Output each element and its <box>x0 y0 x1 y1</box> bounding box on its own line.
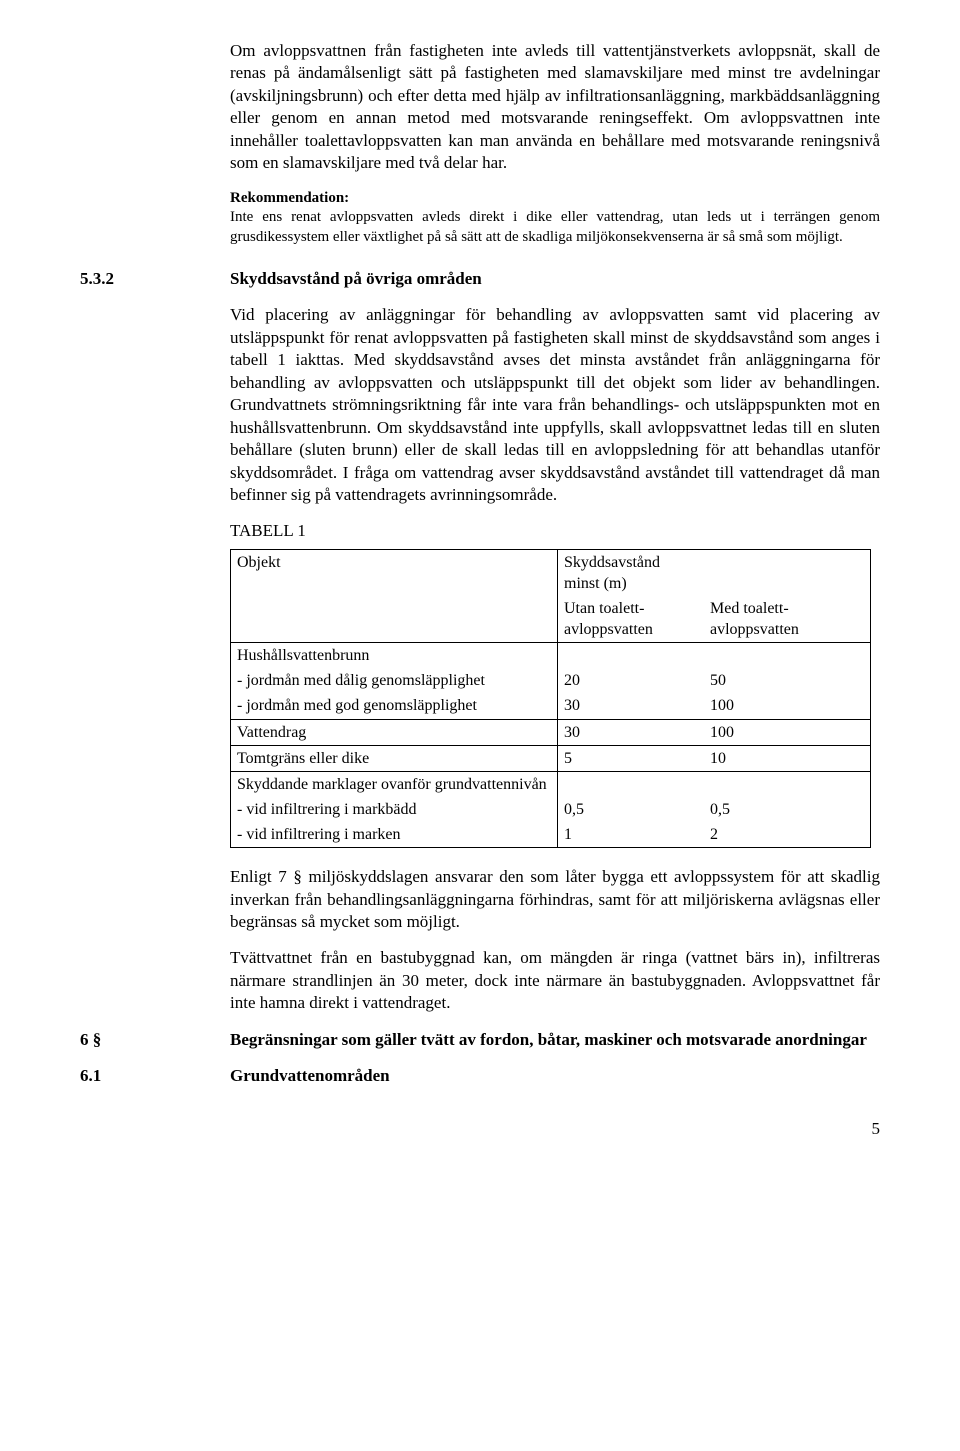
table-cell: 5 <box>558 745 705 771</box>
section-heading-row: 6.1 Grundvattenområden <box>80 1065 880 1087</box>
table-cell: 0,5 <box>558 797 705 822</box>
table-cell: - jordmån med dålig genomsläpplighet <box>231 668 558 693</box>
table-cell: Vattendrag <box>231 719 558 745</box>
recommendation-heading: Rekommendation: <box>230 189 880 209</box>
section-title: Grundvattenområden <box>230 1065 390 1087</box>
section-number: 5.3.2 <box>80 268 230 290</box>
text: Med toalett- <box>710 600 789 617</box>
table-subheader-cell: Utan toalett- avloppsvatten <box>558 596 705 643</box>
table-cell: 0,5 <box>704 797 871 822</box>
table-cell: 10 <box>704 745 871 771</box>
table-cell: 100 <box>704 693 871 719</box>
paragraph: Vid placering av anläggningar för behand… <box>230 304 880 506</box>
table-cell: 20 <box>558 668 705 693</box>
table-subheader-cell: Med toalett- avloppsvatten <box>704 596 871 643</box>
section-title: Begränsningar som gäller tvätt av fordon… <box>230 1029 867 1051</box>
paragraph: Om avloppsvattnen från fastigheten inte … <box>230 40 880 175</box>
text: Utan toalett- <box>564 600 644 617</box>
section-heading-row: 5.3.2 Skyddsavstånd på övriga områden <box>80 268 880 290</box>
table-cell: 30 <box>558 693 705 719</box>
table-cell: - vid infiltrering i marken <box>231 822 558 848</box>
page-number: 5 <box>80 1118 880 1140</box>
table-cell <box>558 771 705 797</box>
table-cell: 2 <box>704 822 871 848</box>
text: avloppsvatten <box>564 621 653 638</box>
table-cell: 50 <box>704 668 871 693</box>
paragraph: Enligt 7 § miljöskyddslagen ansvarar den… <box>230 866 880 933</box>
skyddsavstand-table: Objekt Skyddsavstånd minst (m) Utan toal… <box>230 549 871 848</box>
paragraph: Tvättvattnet från en bastubyggnad kan, o… <box>230 947 880 1014</box>
table-cell: - jordmån med god genomsläpplighet <box>231 693 558 719</box>
section-heading-row: 6 § Begränsningar som gäller tvätt av fo… <box>80 1029 880 1051</box>
table-header-cell: Objekt <box>231 549 558 596</box>
table-cell: Skyddande marklager ovanför grundvattenn… <box>231 771 558 797</box>
table-cell <box>231 596 558 643</box>
table-header-cell <box>704 549 871 596</box>
section-number: 6 § <box>80 1029 230 1051</box>
table-cell: - vid infiltrering i markbädd <box>231 797 558 822</box>
table-cell <box>558 643 705 669</box>
table-cell: 1 <box>558 822 705 848</box>
table-cell: 30 <box>558 719 705 745</box>
table-cell: 100 <box>704 719 871 745</box>
table-cell: Tomtgräns eller dike <box>231 745 558 771</box>
section-title: Skyddsavstånd på övriga områden <box>230 268 482 290</box>
recommendation-body: Inte ens renat avloppsvatten avleds dire… <box>230 208 880 248</box>
table-cell: Hushållsvattenbrunn <box>231 643 558 669</box>
text: avloppsvatten <box>710 621 799 638</box>
table-cell <box>704 771 871 797</box>
table-cell <box>704 643 871 669</box>
section-number: 6.1 <box>80 1065 230 1087</box>
table-header-cell: Skyddsavstånd minst (m) <box>558 549 705 596</box>
table-caption: TABELL 1 <box>230 520 880 542</box>
